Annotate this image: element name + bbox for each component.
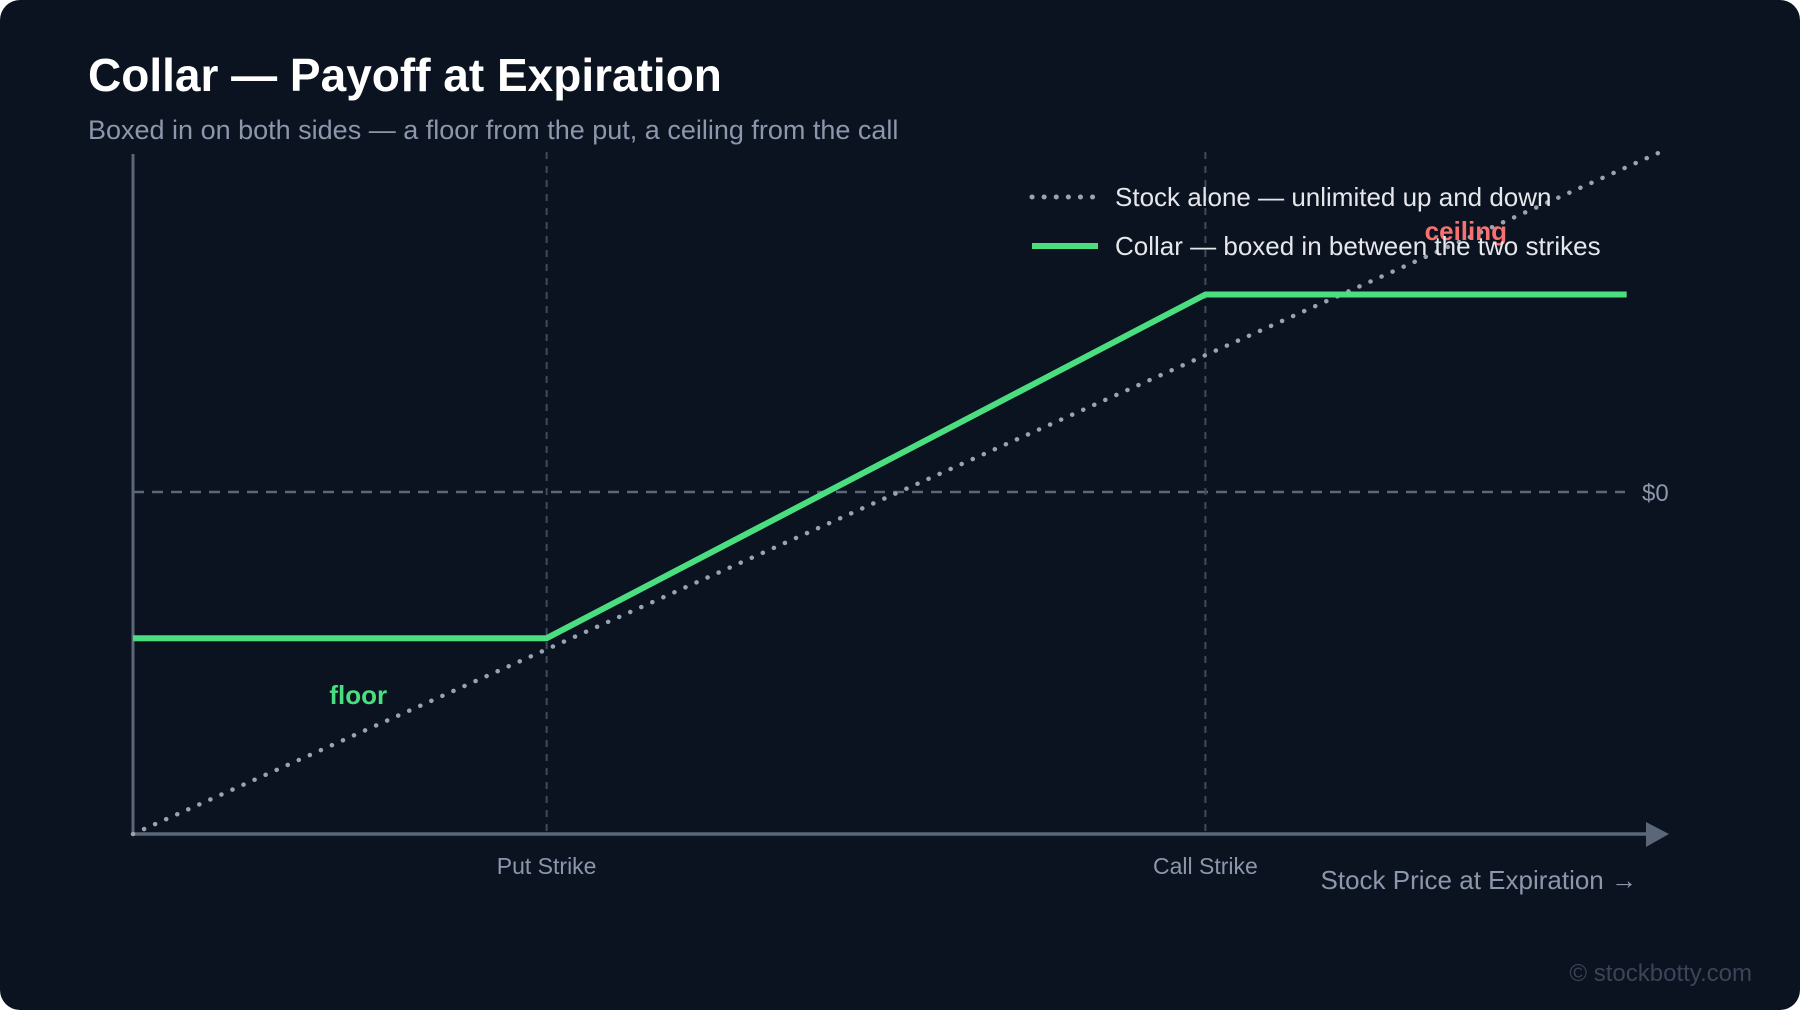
watermark: © stockbotty.com (1569, 960, 1752, 987)
x-axis-arrow (1646, 822, 1669, 847)
call-strike-label: Call Strike (1153, 853, 1258, 879)
floor-annotation: floor (329, 680, 387, 710)
ceiling-annotation: ceiling (1425, 216, 1507, 246)
chart-title: Collar — Payoff at Expiration (88, 49, 722, 101)
x-axis-label: Stock Price at Expiration → (1321, 865, 1637, 895)
zero-line-label: $0 (1642, 480, 1669, 507)
legend-collar-label: Collar — boxed in between the two strike… (1115, 231, 1601, 261)
put-strike-label: Put Strike (497, 853, 597, 879)
collar-payoff-line (133, 291, 1627, 642)
legend-stock-label: Stock alone — unlimited up and down (1115, 182, 1552, 212)
stock-alone-line (130, 147, 1668, 837)
chart-subtitle: Boxed in on both sides — a floor from th… (88, 115, 899, 145)
